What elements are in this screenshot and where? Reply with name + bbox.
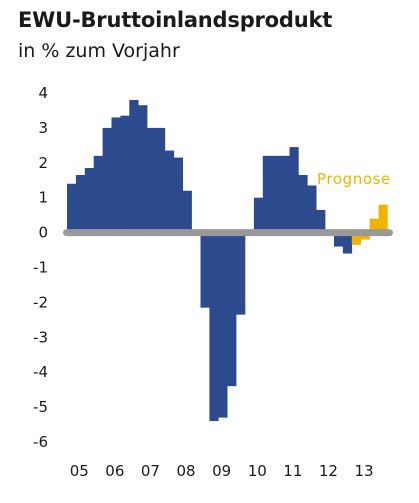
zero-line [63, 229, 393, 237]
x-tick-label: 07 [141, 462, 160, 480]
bar-actual-09Q1 [209, 232, 219, 422]
bar-actual-07Q4 [164, 150, 175, 233]
bar-actual-07Q2 [147, 127, 157, 233]
bar-actual-09Q2 [218, 232, 228, 418]
bar-actual-09Q4 [236, 232, 246, 315]
x-tick-label: 08 [177, 462, 196, 480]
bar-actual-10Q3 [262, 155, 272, 233]
bar-forecast-13Q3 [369, 218, 379, 233]
y-tick-label: 1 [38, 189, 48, 207]
bar-actual-06Q1 [102, 127, 112, 233]
x-tick-label: 06 [105, 462, 124, 480]
bar-actual-09Q3 [227, 232, 237, 387]
bar-actual-12Q1 [316, 209, 326, 233]
bar-actual-05Q1 [67, 183, 77, 233]
y-tick-label: -1 [33, 259, 48, 277]
x-tick-label: 09 [212, 462, 231, 480]
y-tick-label: -4 [33, 363, 48, 381]
forecast-annotation: Prognose [317, 170, 391, 188]
y-axis-tick-labels: 4 3 2 1 0 -1 -2 -3 -4 -5 -6 [33, 84, 48, 451]
x-axis-tick-labels: 05 06 07 08 09 10 11 12 13 [70, 462, 374, 480]
y-tick-label: -5 [33, 398, 48, 416]
bar-actual-10Q2 [253, 197, 264, 233]
y-tick-label: 0 [38, 224, 48, 242]
bar-actual-05Q3 [84, 168, 94, 233]
bar-actual-12Q4 [342, 232, 353, 254]
bar-actual-08Q2 [182, 190, 192, 233]
bar-actual-05Q2 [75, 175, 86, 233]
bar-actual-07Q3 [156, 127, 166, 233]
bars [67, 99, 388, 422]
bar-actual-06Q2 [111, 117, 121, 233]
y-tick-label: 4 [38, 84, 48, 102]
y-tick-label: -2 [33, 293, 48, 311]
x-tick-label: 05 [70, 462, 89, 480]
bar-actual-11Q2 [289, 147, 299, 233]
bar-actual-11Q3 [298, 175, 308, 233]
chart-subtitle: in % zum Vorjahr [18, 40, 180, 62]
bar-actual-06Q3 [120, 115, 130, 233]
bar-actual-08Q4 [200, 232, 210, 308]
bar-actual-08Q1 [173, 157, 183, 233]
bar-actual-11Q1 [280, 155, 290, 233]
bar-actual-07Q1 [138, 105, 148, 233]
y-tick-label: -3 [33, 328, 48, 346]
x-tick-label: 13 [355, 462, 374, 480]
bar-actual-11Q4 [307, 185, 317, 233]
chart-title: EWU-Bruttoinlandsprodukt [18, 8, 333, 32]
x-tick-label: 10 [248, 462, 267, 480]
y-tick-label: -6 [33, 433, 48, 451]
x-tick-label: 11 [283, 462, 302, 480]
bar-forecast-13Q1 [351, 232, 361, 245]
bar-actual-06Q4 [129, 99, 139, 233]
bar-forecast-13Q4 [378, 204, 388, 233]
bar-actual-12Q3 [334, 232, 344, 247]
bar-actual-10Q4 [271, 155, 281, 233]
bar-actual-05Q4 [93, 155, 103, 233]
y-tick-label: 3 [38, 119, 48, 137]
y-tick-label: 2 [38, 154, 48, 172]
x-tick-label: 12 [319, 462, 338, 480]
